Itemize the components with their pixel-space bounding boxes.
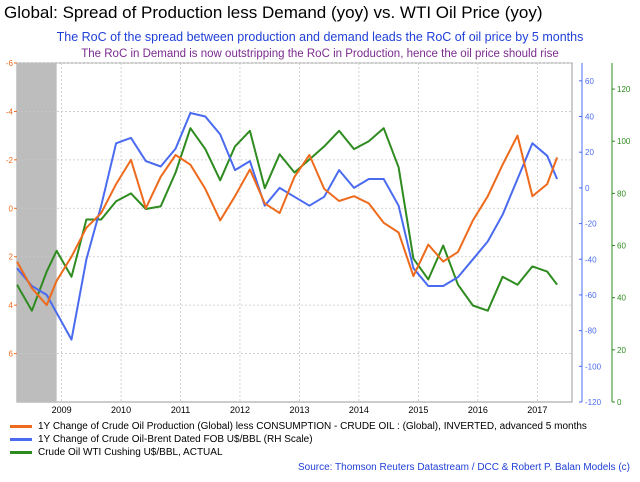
- legend-label: Crude Oil WTI Cushing U$/BBL, ACTUAL: [38, 447, 223, 458]
- x-tick-label: 2015: [408, 405, 428, 415]
- right-outer-tick-label: 20: [617, 346, 626, 355]
- x-tick-label: 2010: [111, 405, 131, 415]
- chart-subtitle: The RoC of the spread between production…: [56, 30, 584, 44]
- left-tick-label: -6: [6, 59, 14, 68]
- series-line-wti-price: [16, 127, 558, 312]
- x-tick-label: 2011: [171, 405, 190, 415]
- left-tick-label: 4: [9, 301, 14, 310]
- x-tick-label: 2014: [349, 405, 369, 415]
- right-inner-tick-label: -60: [585, 291, 597, 300]
- right-inner-tick-label: 60: [585, 77, 594, 86]
- legend-item-production-spread: 1Y Change of Crude Oil Production (Globa…: [10, 420, 587, 433]
- right-inner-tick-label: -120: [585, 398, 602, 407]
- x-tick-label: 2013: [289, 405, 309, 415]
- plot-area: [16, 62, 573, 403]
- left-tick-label: -4: [6, 107, 14, 116]
- legend-swatch-blue: [10, 438, 32, 441]
- shaded-period: [17, 63, 57, 402]
- left-tick-label: 2: [9, 253, 14, 262]
- legend-label: 1Y Change of Crude Oil-Brent Dated FOB U…: [38, 434, 313, 445]
- series-line-production-spread: [16, 134, 559, 307]
- right-inner-tick-label: -40: [585, 255, 597, 264]
- legend-item-wti-price: Crude Oil WTI Cushing U$/BBL, ACTUAL: [10, 446, 587, 459]
- x-tick-label: 2016: [468, 405, 488, 415]
- legend-swatch-green: [10, 451, 32, 454]
- source-note: Source: Thomson Reuters Datastream / DCC…: [298, 462, 630, 473]
- left-tick-label: 0: [9, 204, 14, 213]
- chart-subtitle-2: The RoC in Demand is now outstripping th…: [81, 48, 559, 60]
- legend-swatch-orange: [10, 425, 32, 428]
- right-outer-tick-label: 60: [617, 242, 626, 251]
- right-outer-tick-label: 80: [617, 189, 626, 198]
- right-outer-tick-label: 40: [617, 294, 626, 303]
- right-outer-tick-label: 100: [617, 137, 631, 146]
- x-tick-label: 2017: [527, 405, 547, 415]
- left-tick-label: 6: [9, 350, 14, 359]
- right-inner-tick-label: -100: [585, 362, 602, 371]
- right-inner-tick-label: -80: [585, 327, 597, 336]
- legend-item-brent-change: 1Y Change of Crude Oil-Brent Dated FOB U…: [10, 433, 587, 446]
- x-tick-label: 2009: [52, 405, 72, 415]
- right-inner-tick-label: 20: [585, 148, 594, 157]
- legend-label: 1Y Change of Crude Oil Production (Globa…: [38, 421, 587, 432]
- line-chart: 2009 2010 2011 2012 2013 2014 2015 2016 2017 -6 -4…: [6, 59, 631, 415]
- right-outer-tick-label: 0: [617, 398, 622, 407]
- right-outer-tick-label: 120: [617, 85, 631, 94]
- legend: 1Y Change of Crude Oil Production (Globa…: [10, 420, 587, 459]
- right-inner-tick-label: 40: [585, 113, 594, 122]
- right-inner-tick-label: 0: [585, 184, 590, 193]
- left-tick-label: -2: [6, 156, 14, 165]
- x-tick-label: 2012: [230, 405, 250, 415]
- right-inner-tick-label: -20: [585, 220, 597, 229]
- chart-title: Global: Spread of Production less Demand…: [4, 3, 543, 22]
